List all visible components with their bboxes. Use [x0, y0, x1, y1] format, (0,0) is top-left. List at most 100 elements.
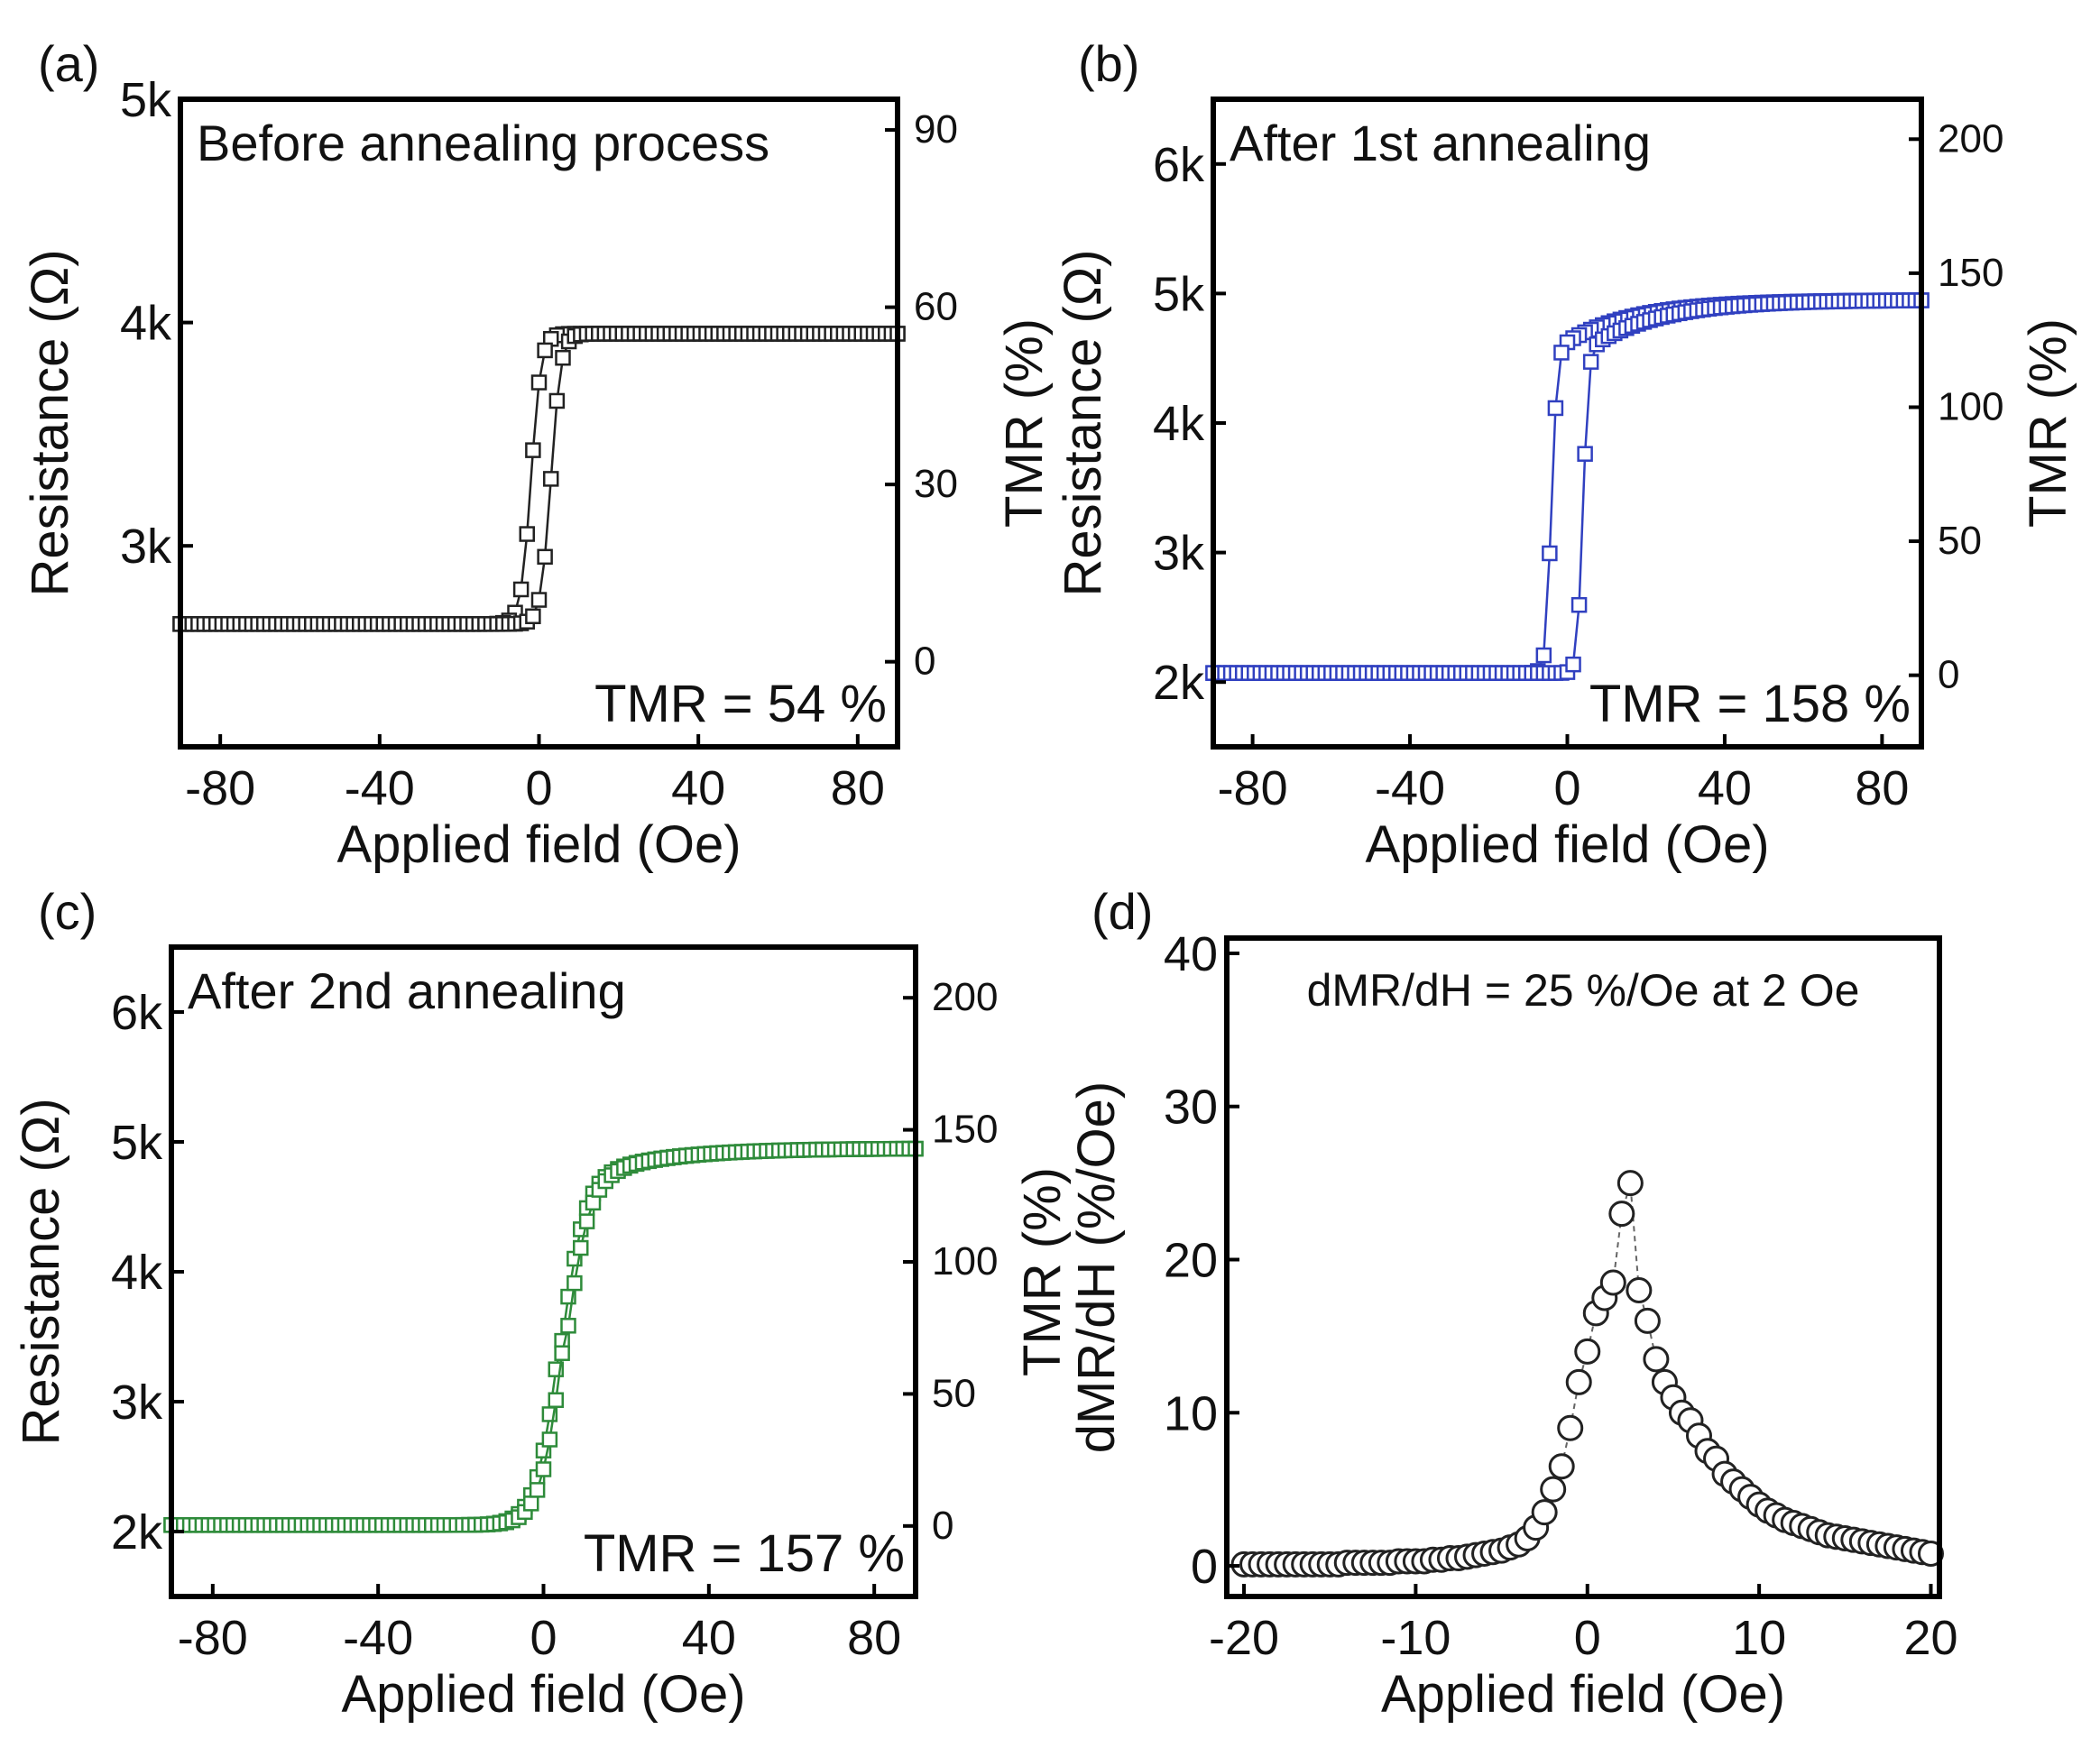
- y2-tick-label: 200: [932, 975, 998, 1019]
- plot-frame: [1224, 935, 1942, 1599]
- x-tick-label: 80: [831, 761, 885, 815]
- data-point: [1634, 1307, 1661, 1334]
- x-axis-label: Applied field (Oe): [1381, 1665, 1785, 1724]
- data-point: [537, 342, 553, 359]
- data-series: [163, 1140, 924, 1533]
- y-tick-label: 6k: [1153, 138, 1205, 192]
- data-point: [525, 608, 541, 625]
- data-point: [519, 526, 535, 542]
- x-tick-label: 10: [1732, 1611, 1786, 1665]
- y2-tick-label: 50: [1938, 519, 1982, 563]
- data-point: [1574, 1338, 1601, 1365]
- data-point: [1616, 1170, 1644, 1197]
- y-tick-label: 6k: [111, 986, 163, 1040]
- x-axis-label: Applied field (Oe): [341, 1665, 745, 1724]
- data-point: [525, 442, 541, 458]
- x-tick-label: 20: [1903, 1611, 1957, 1665]
- data-point: [573, 1239, 589, 1256]
- y2-axis-label: TMR (%): [1013, 1167, 1072, 1376]
- x-tick-label: 0: [525, 761, 552, 815]
- y2-tick-label: 0: [914, 639, 935, 684]
- data-point: [537, 548, 553, 566]
- data-point: [1540, 1476, 1567, 1503]
- data-point: [530, 374, 548, 391]
- data-point: [1582, 354, 1599, 370]
- y-tick-label: 2k: [1153, 656, 1205, 710]
- y-tick-label: 4k: [1153, 397, 1205, 451]
- y-tick-label: 3k: [111, 1376, 163, 1430]
- data-point: [1547, 400, 1564, 417]
- x-axis-label: Applied field (Oe): [336, 815, 741, 874]
- x-tick-label: 80: [1855, 761, 1909, 815]
- panel-c: (c) -80 -40 0 40 80 2k 3k 4k 5k 6k 0 50 100 150 200 TMR …: [12, 883, 1072, 1724]
- y2-tick-label: 100: [932, 1239, 998, 1284]
- y-tick-label: 3k: [1153, 527, 1205, 581]
- data-point: [1608, 1201, 1635, 1228]
- data-point: [560, 1318, 576, 1334]
- data-point: [523, 1495, 539, 1512]
- x-tick-label: -10: [1380, 1611, 1451, 1665]
- y-tick-label: 4k: [120, 297, 172, 351]
- y2-tick-label: 60: [914, 285, 958, 329]
- y-tick-label: 30: [1164, 1081, 1218, 1135]
- y2-tick-label: 100: [1938, 384, 2003, 428]
- data-point: [1535, 647, 1552, 664]
- tmr-annotation: TMR = 158 %: [1589, 675, 1911, 733]
- x-tick-label: -80: [1218, 761, 1288, 815]
- panel-title: After 1st annealing: [1230, 115, 1651, 171]
- y-axis-label: Resistance (Ω): [21, 249, 79, 596]
- y-axis-label: dMR/dH (%/Oe): [1067, 1081, 1126, 1454]
- panel-title: Before annealing process: [197, 115, 769, 171]
- panel-a: (a) -80 -40 0 40 80 3k 4k 5k 0 30 60 90 TMR (%) Applie…: [21, 35, 1054, 874]
- x-tick-label: 0: [1574, 1611, 1601, 1665]
- panel-title: dMR/dH = 25 %/Oe at 2 Oe: [1307, 965, 1860, 1016]
- y-tick-label: 10: [1164, 1386, 1218, 1440]
- x-tick-label: -80: [185, 761, 255, 815]
- data-point: [1542, 545, 1558, 562]
- data-point: [555, 349, 571, 366]
- data-point: [1599, 1269, 1626, 1296]
- panel-label: (c): [38, 883, 97, 940]
- x-tick-label: -40: [1375, 761, 1445, 815]
- y-tick-label: 5k: [1153, 267, 1205, 321]
- panel-label: (d): [1091, 883, 1153, 940]
- x-tick-label: -80: [178, 1611, 248, 1665]
- y-axis-label: Resistance (Ω): [1054, 249, 1112, 596]
- data-series: [1230, 1170, 1944, 1578]
- data-point: [1626, 1276, 1653, 1303]
- data-point: [554, 1345, 570, 1361]
- y2-axis-label: TMR (%): [2019, 318, 2077, 528]
- y2-tick-label: 50: [932, 1371, 976, 1415]
- tmr-annotation: TMR = 54 %: [594, 675, 887, 733]
- y-tick-label: 2k: [111, 1505, 163, 1560]
- data-point: [578, 1213, 595, 1229]
- panel-title: After 2nd annealing: [188, 962, 626, 1019]
- data-point: [543, 471, 559, 487]
- y-tick-label: 3k: [120, 520, 172, 574]
- panel-b: (b) -80 -40 0 40 80 2k 3k 4k 5k 6k 0 50 100 150 200 TMR …: [1054, 35, 2077, 874]
- data-point: [535, 1461, 552, 1477]
- data-point: [1557, 1414, 1584, 1441]
- tmr-annotation: TMR = 157 %: [584, 1524, 905, 1583]
- x-tick-label: 40: [682, 1611, 736, 1665]
- data-point: [529, 1482, 546, 1498]
- data-point: [1643, 1346, 1670, 1373]
- y2-tick-label: 0: [1938, 653, 1959, 697]
- x-tick-label: -40: [343, 1611, 413, 1665]
- data-series: [172, 326, 906, 632]
- x-tick-label: 0: [1553, 761, 1580, 815]
- data-point: [1531, 1499, 1558, 1526]
- data-point: [548, 1392, 564, 1408]
- y-tick-label: 20: [1164, 1234, 1218, 1288]
- y2-tick-label: 150: [1938, 251, 2003, 295]
- plot-frame: [178, 97, 900, 750]
- x-tick-label: 40: [671, 761, 725, 815]
- y2-tick-label: 30: [914, 462, 958, 506]
- y2-axis-label: TMR (%): [995, 318, 1054, 528]
- y-tick-label: 4k: [111, 1246, 163, 1300]
- y-tick-label: 5k: [111, 1116, 163, 1170]
- data-point: [1548, 1453, 1575, 1480]
- data-point: [1565, 656, 1581, 673]
- data-point: [1565, 1368, 1592, 1395]
